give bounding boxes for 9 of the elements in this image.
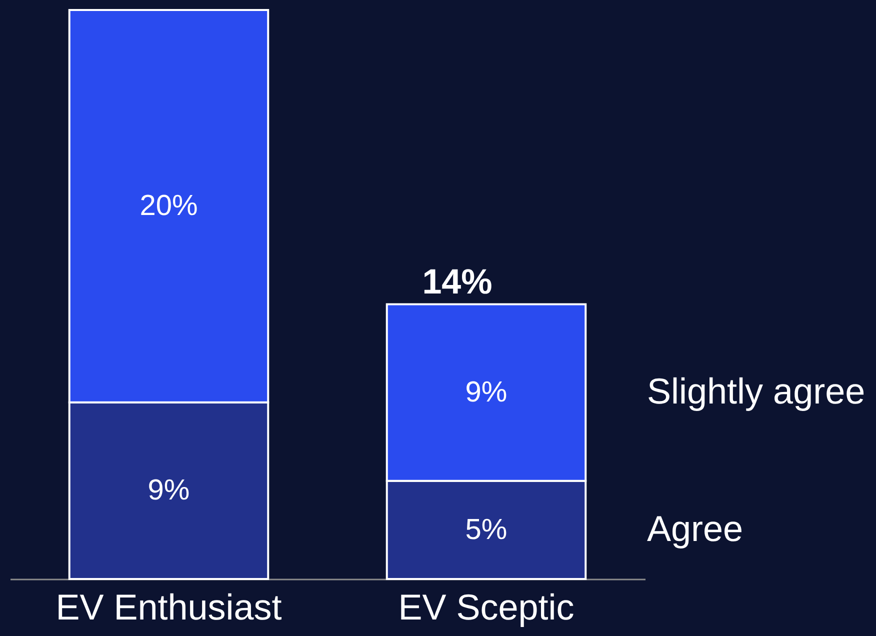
x-tick-label: EV Enthusiast: [56, 586, 282, 628]
data-label: 9%: [148, 474, 190, 507]
x-tick-label: EV Sceptic: [398, 586, 574, 628]
data-label: 9%: [465, 376, 508, 409]
data-label: 5%: [465, 514, 508, 546]
total-label: 14%: [422, 262, 492, 302]
series-label: Agree: [647, 508, 744, 549]
data-label: 20%: [140, 190, 198, 222]
series-label: Slightly agree: [647, 370, 866, 412]
